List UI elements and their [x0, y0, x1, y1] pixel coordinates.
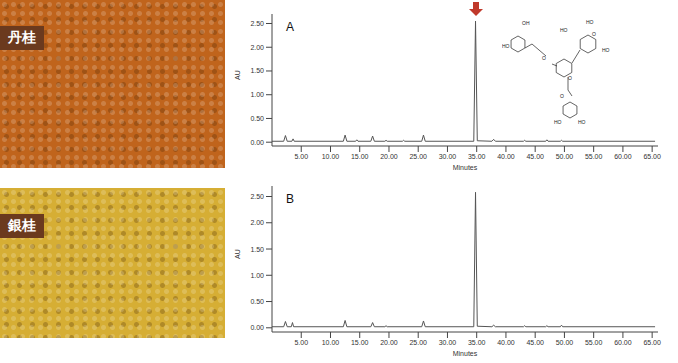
svg-text:AU: AU: [234, 249, 241, 259]
svg-text:5.00: 5.00: [294, 153, 308, 160]
svg-text:65.00: 65.00: [643, 153, 661, 160]
svg-text:20.00: 20.00: [380, 153, 398, 160]
svg-text:HO: HO: [502, 43, 510, 49]
svg-text:20.00: 20.00: [380, 339, 398, 346]
svg-text:HO: HO: [578, 119, 586, 125]
svg-text:65.00: 65.00: [643, 339, 661, 346]
svg-text:40.00: 40.00: [497, 153, 515, 160]
svg-text:45.00: 45.00: [526, 153, 544, 160]
svg-text:25.00: 25.00: [409, 153, 427, 160]
svg-text:45.00: 45.00: [526, 339, 544, 346]
svg-text:25.00: 25.00: [409, 339, 427, 346]
svg-text:10.00: 10.00: [322, 153, 340, 160]
svg-text:15.00: 15.00: [351, 339, 369, 346]
svg-text:2.00: 2.00: [250, 219, 264, 226]
svg-text:O: O: [542, 55, 546, 61]
svg-text:1.50: 1.50: [250, 67, 264, 74]
html-text:B: B: [286, 192, 294, 206]
svg-text:O: O: [560, 93, 564, 99]
svg-text:30.00: 30.00: [439, 153, 457, 160]
svg-text:2.00: 2.00: [250, 44, 264, 51]
svg-text:35.00: 35.00: [468, 153, 486, 160]
svg-text:2.50: 2.50: [250, 20, 264, 27]
svg-text:50.00: 50.00: [556, 153, 574, 160]
svg-text:10.00: 10.00: [322, 339, 340, 346]
svg-text:60.00: 60.00: [614, 339, 632, 346]
svg-text:1.00: 1.00: [250, 272, 264, 279]
svg-text:O: O: [592, 31, 596, 37]
svg-text:0.00: 0.00: [250, 139, 264, 146]
svg-text:1.00: 1.00: [250, 91, 264, 98]
svg-text:0.50: 0.50: [250, 298, 264, 305]
svg-text:50.00: 50.00: [556, 339, 574, 346]
svg-text:15.00: 15.00: [351, 153, 369, 160]
svg-text:55.00: 55.00: [585, 339, 603, 346]
svg-text:40.00: 40.00: [497, 339, 515, 346]
svg-text:0.50: 0.50: [250, 115, 264, 122]
svg-text:55.00: 55.00: [585, 153, 603, 160]
svg-text:Minutes: Minutes: [453, 350, 478, 356]
svg-text:1.50: 1.50: [250, 246, 264, 253]
svg-text:HO: HO: [560, 27, 568, 33]
svg-text:30.00: 30.00: [439, 339, 457, 346]
svg-text:0.00: 0.00: [250, 324, 264, 331]
html-text:銀桂: 銀桂: [8, 217, 36, 233]
svg-text:AU: AU: [234, 70, 241, 80]
html-text:A: A: [286, 20, 294, 34]
svg-text:35.00: 35.00: [468, 339, 486, 346]
html-text:丹桂: 丹桂: [8, 29, 36, 45]
svg-text:HO: HO: [554, 119, 562, 125]
svg-text:O: O: [568, 75, 572, 81]
svg-text:Minutes: Minutes: [453, 164, 478, 170]
svg-text:5.00: 5.00: [294, 339, 308, 346]
svg-text:2.50: 2.50: [250, 193, 264, 200]
svg-text:HO: HO: [602, 47, 610, 53]
svg-text:60.00: 60.00: [614, 153, 632, 160]
svg-text:OH: OH: [522, 20, 530, 26]
svg-text:HO: HO: [586, 20, 594, 25]
